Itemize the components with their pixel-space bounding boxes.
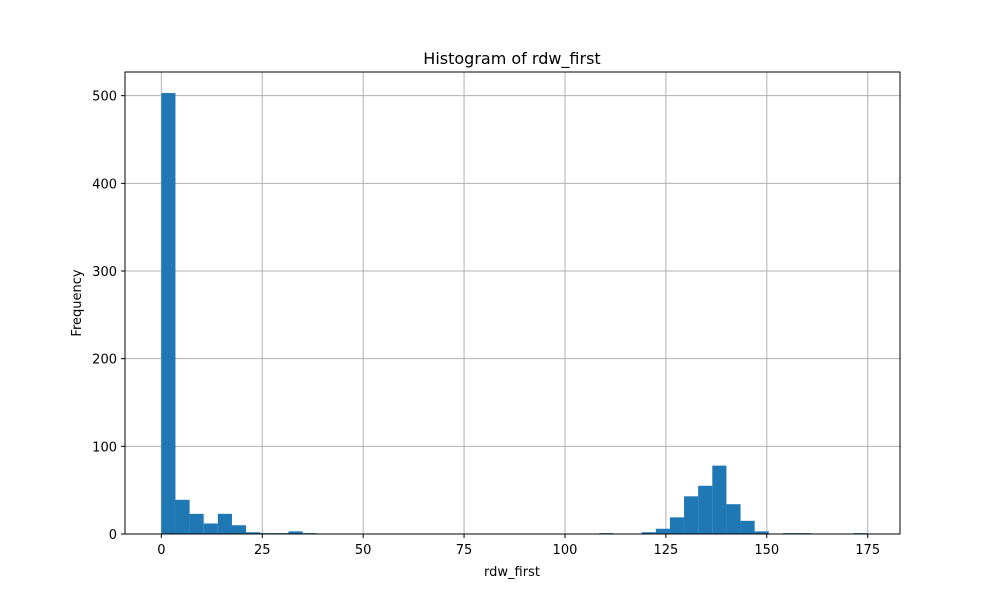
histogram-bar [175,499,190,534]
x-tick-label: 125 [653,543,678,558]
histogram-bar [161,93,176,534]
histogram-bar [217,513,232,534]
histogram-bar [189,513,204,534]
y-tick-label: 500 [92,90,117,105]
histogram-bar [203,523,218,534]
histogram-bar [712,465,727,534]
histogram-bar [684,496,699,534]
y-tick-label: 400 [92,177,117,192]
histogram-bar [740,520,755,534]
x-tick-label: 150 [754,543,779,558]
y-axis-label: Frequency [70,269,85,336]
x-tick-label: 25 [254,543,271,558]
y-tick-label: 300 [92,265,117,280]
y-tick-label: 0 [109,528,117,543]
x-tick-label: 100 [553,543,578,558]
histogram-bar [231,525,247,534]
histogram-bar [754,531,769,534]
x-axis-label: rdw_first [484,565,540,580]
x-tick-label: 75 [456,543,473,558]
x-tick-label: 50 [355,543,372,558]
plot-frame [124,71,901,535]
histogram-bar [288,531,303,534]
histogram-bar [726,504,741,534]
grid-lines [125,72,900,535]
histogram-bar [698,485,713,534]
y-tick-label: 200 [92,353,117,368]
x-axis-ticks: 0 25 50 75 100 125 150 175 [157,534,880,558]
x-tick-label: 175 [855,543,880,558]
histogram-bar [655,528,670,534]
histogram-bar [246,532,261,534]
histogram-bar [669,517,685,534]
y-axis-ticks: 0 100 200 300 400 500 [92,90,125,543]
chart-title: Histogram of rdw_first [423,49,600,69]
histogram-bar [641,532,656,534]
y-tick-label: 100 [92,440,117,455]
x-tick-label: 0 [157,543,165,558]
